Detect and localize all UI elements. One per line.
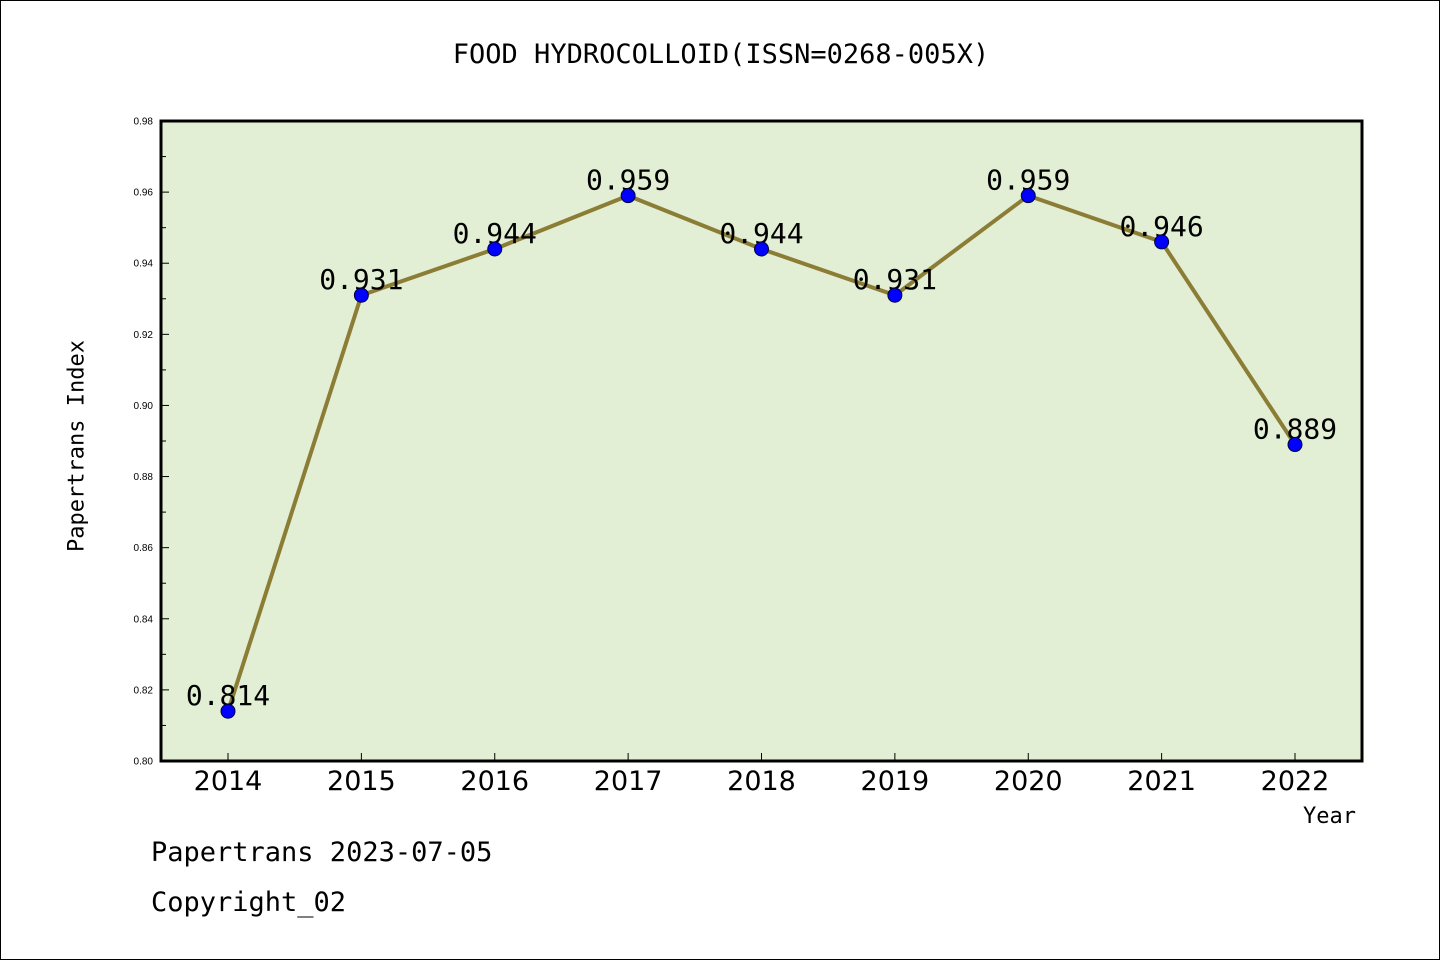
x-axis-label: Year <box>1303 804 1356 829</box>
y-tick-label: 0.82 <box>134 685 154 696</box>
x-tick-label: 2020 <box>994 766 1063 797</box>
chart-title: FOOD HYDROCOLLOID(ISSN=0268-005X) <box>452 39 990 70</box>
x-axis: 2014 2015 2016 2017 2018 2019 2020 2021 2022 <box>194 753 1330 797</box>
plot-area <box>159 119 1364 763</box>
data-point <box>1020 188 1036 204</box>
footer-date: Papertrans 2023-07-05 <box>151 837 493 868</box>
y-tick-label: 0.96 <box>134 188 154 199</box>
x-tick-label: 2018 <box>727 766 796 797</box>
data-point <box>754 241 769 257</box>
y-axis-label: Papertrans Index <box>64 340 90 552</box>
data-point <box>620 188 636 204</box>
x-tick-label: 2022 <box>1261 766 1330 797</box>
y-axis: 0.80 0.82 0.84 0.86 0.88 0.90 0.92 0.94 0.96 0.98 <box>134 117 169 768</box>
data-point <box>1287 437 1303 453</box>
data-point <box>1154 234 1170 250</box>
data-point <box>220 703 236 719</box>
y-tick-label: 0.80 <box>134 757 154 768</box>
x-tick-label: 2016 <box>460 766 529 797</box>
data-point <box>887 287 903 303</box>
y-tick-label: 0.84 <box>134 614 154 625</box>
data-point <box>487 241 503 257</box>
y-tick-label: 0.90 <box>134 401 154 412</box>
data-point <box>353 287 369 303</box>
y-tick-label: 0.92 <box>134 330 154 341</box>
y-tick-label: 0.86 <box>134 543 154 554</box>
x-tick-label: 2019 <box>861 766 930 797</box>
x-tick-label: 2021 <box>1127 766 1196 797</box>
y-tick-label: 0.88 <box>134 472 154 483</box>
y-tick-label: 0.98 <box>134 117 154 128</box>
y-tick-label: 0.94 <box>134 259 154 270</box>
data-markers <box>220 188 1303 719</box>
x-tick-label: 2014 <box>194 766 263 797</box>
x-tick-label: 2015 <box>327 766 396 797</box>
x-tick-label: 2017 <box>594 766 663 797</box>
footer-copyright: Copyright_02 <box>151 887 347 918</box>
